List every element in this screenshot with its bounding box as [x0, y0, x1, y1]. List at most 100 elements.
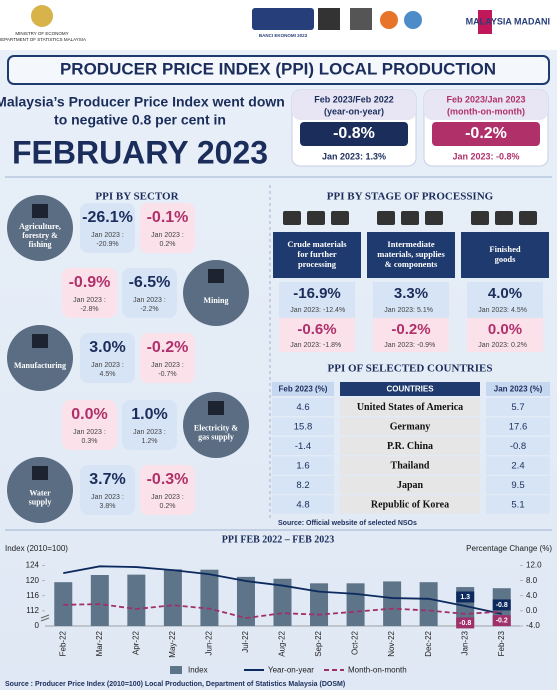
mom-value: -0.3%: [147, 471, 189, 488]
sector-name: Electricity &: [194, 423, 239, 432]
stage-header: [367, 232, 455, 278]
country-value: -1.4: [295, 441, 311, 452]
stage-name: Crude materials: [287, 239, 347, 249]
icon-glyph: [283, 211, 301, 225]
country-name: P.R. China: [387, 441, 433, 452]
yoy-value: 3.0%: [89, 339, 125, 356]
yoy-box: [467, 282, 543, 318]
title-banner: [7, 55, 550, 85]
headline: Malaysia’s Producer Price Index went dow…: [0, 94, 285, 110]
sector-name: forestry &: [22, 231, 58, 240]
table-header-cell: [486, 382, 550, 396]
previous-value: 4.5%: [100, 371, 116, 378]
mom-value: -0.6%: [297, 321, 336, 338]
y-tick-label: 116: [26, 591, 39, 600]
sector-icon: [7, 457, 73, 523]
previous-value: 4.5%: [511, 307, 527, 314]
summary-previous: Jan 2023: -0.8%: [452, 151, 519, 161]
previous-label: Jan 2023:: [290, 307, 321, 314]
yoy-box: [122, 400, 177, 450]
mom-value: -0.1%: [147, 209, 189, 226]
previous-value: 0.2%: [160, 241, 176, 248]
bar: [310, 583, 329, 626]
logo: [478, 10, 492, 34]
table-cell: [340, 398, 480, 416]
table-cell: [486, 495, 550, 514]
icon-glyph: [519, 211, 537, 225]
sector-name: Water: [29, 488, 51, 497]
stage-name: materials, supplies: [377, 249, 445, 259]
sector-name: fishing: [28, 240, 51, 249]
icon-glyph: [377, 211, 395, 225]
table-header: COUNTRIES: [386, 385, 434, 394]
data-label-box: [456, 591, 475, 603]
yoy-value: -26.1%: [82, 209, 133, 226]
previous-label: Jan 2023:: [384, 342, 415, 349]
table-cell: [340, 437, 480, 455]
table-cell: [272, 456, 334, 475]
yoy-value: 1.0%: [131, 406, 167, 423]
icon-glyph: [495, 211, 513, 225]
summary-pill: [300, 122, 408, 146]
mom-value: -0.2%: [147, 339, 189, 356]
yoy-value: 3.7%: [89, 471, 125, 488]
mom-box: [62, 268, 117, 318]
icon-glyph: [32, 466, 48, 480]
x-tick-label: Dec-22: [424, 630, 433, 656]
previous-value: -20.9%: [96, 241, 118, 248]
yoy-box: [80, 465, 135, 515]
x-tick-label: May-22: [168, 630, 177, 657]
sector-icon: [7, 195, 73, 261]
table-cell: [486, 417, 550, 436]
icon-glyph: [307, 211, 325, 225]
stage-name: for further: [297, 249, 336, 259]
x-tick-label: Jul-22: [241, 630, 250, 652]
header-text: MINISTRY OF ECONOMY: [15, 31, 68, 36]
previous-value: 0.3%: [82, 438, 98, 445]
stage-name: processing: [298, 259, 337, 269]
country-value: 8.2: [296, 480, 309, 491]
section-title: PPI OF SELECTED COUNTRIES: [328, 363, 493, 375]
yoy-value: -16.9%: [293, 285, 341, 302]
icon-glyph: [425, 211, 443, 225]
bar: [127, 574, 146, 626]
summary-period: Feb 2023/Jan 2023: [446, 94, 525, 104]
previous-value: -2.2%: [140, 306, 158, 313]
country-value: 17.6: [509, 422, 528, 433]
logo: [31, 5, 53, 27]
stage-name: & components: [385, 259, 438, 269]
y2-tick-label: -4.0: [526, 621, 540, 630]
previous-label: Jan 2023:: [478, 307, 509, 314]
previous-label: Jan 2023 :: [151, 494, 184, 501]
source-note: Source: Official website of selected NSO…: [278, 520, 417, 527]
previous-value: -1.8%: [323, 342, 341, 349]
country-name: Republic of Korea: [371, 499, 449, 510]
bar: [419, 582, 438, 626]
sector-name: Manufacturing: [14, 361, 66, 370]
source-note: Source : Producer Price Index (2010=100)…: [5, 681, 345, 688]
previous-value: 1.2%: [142, 438, 158, 445]
bar: [346, 583, 365, 626]
summary-card-head: [292, 90, 416, 120]
yoy-box: [373, 282, 449, 318]
bar: [90, 575, 109, 626]
y-tick-label: 120: [26, 576, 40, 585]
section-title: PPI BY SECTOR: [95, 191, 179, 203]
section-title: PPI BY STAGE OF PROCESSING: [327, 191, 494, 203]
sector-icon: [183, 260, 249, 326]
y2-tick-label: 4.0: [526, 591, 538, 600]
sector-name: Mining: [204, 296, 229, 305]
data-label-box: [492, 599, 511, 611]
x-tick-label: Jun-22: [205, 630, 214, 655]
mom-box: [140, 465, 195, 515]
icon-glyph: [32, 334, 48, 348]
previous-label: Jan 2023:: [290, 342, 321, 349]
x-tick-label: Aug-22: [278, 630, 287, 656]
mom-box: [140, 203, 195, 253]
axis-title: Percentage Change (%): [466, 544, 552, 553]
stage-header: [273, 232, 361, 278]
mom-value: -0.2%: [391, 321, 430, 338]
data-label: -0.8: [496, 602, 508, 609]
summary-basis: (year-on-year): [324, 106, 384, 116]
